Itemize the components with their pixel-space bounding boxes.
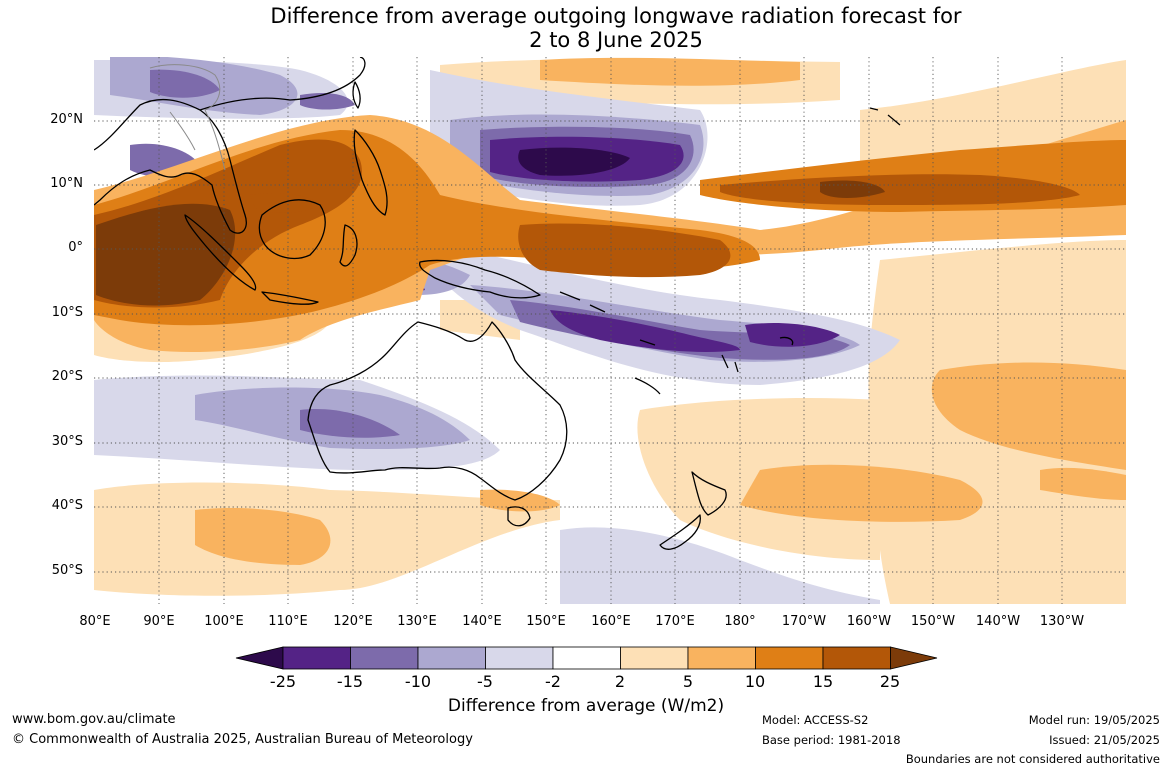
- new-zealand-south-outline: [659, 514, 701, 550]
- java-outline: [261, 291, 319, 305]
- lon-label-110e: 110°E: [268, 614, 308, 629]
- lon-label-170e: 170°E: [655, 614, 695, 629]
- lat-label-20s: 20°S: [51, 369, 83, 384]
- lat-label-30s: 30°S: [51, 434, 83, 449]
- se-asia-outline: [94, 98, 247, 234]
- lon-label-150w: 150°W: [910, 614, 956, 629]
- lon-label-120e: 120°E: [333, 614, 373, 629]
- lon-label-90e: 90°E: [143, 614, 175, 629]
- colorbar-label-2: 2: [614, 672, 626, 691]
- lon-label-100e: 100°E: [204, 614, 244, 629]
- colorbar-lt-minus25: [235, 646, 284, 670]
- base-period-text: Base period: 1981-2018: [762, 733, 901, 747]
- lat-label-40s: 40°S: [51, 498, 83, 513]
- colorbar-label-minus5: -5: [477, 672, 493, 691]
- new-guinea-outline: [419, 259, 541, 299]
- colorbar-15-25: [822, 646, 891, 670]
- sumatra-outline: [184, 214, 257, 291]
- lon-label-130e: 130°E: [397, 614, 437, 629]
- anomaly-field: [94, 57, 1126, 604]
- model-text: Model: ACCESS-S2: [762, 713, 869, 727]
- australia-outline: [307, 321, 568, 501]
- lon-label-150e: 150°E: [526, 614, 566, 629]
- colorbar-10-15: [755, 646, 824, 670]
- philippines-outline: [353, 129, 388, 216]
- lat-label-10s: 10°S: [51, 305, 83, 320]
- colorbar-2-5: [620, 646, 689, 670]
- colorbar-label-minus15: -15: [336, 672, 364, 691]
- colorbar-label-25: 25: [879, 672, 901, 691]
- fiji-outline: [779, 336, 794, 346]
- colorbar-5-10: [687, 646, 756, 670]
- china-coast-outline: [199, 57, 366, 111]
- colorbar-label-minus10: -10: [404, 672, 432, 691]
- new-zealand-north-outline: [691, 471, 727, 516]
- colorbar-label-15: 15: [812, 672, 834, 691]
- new-caledonia-outline: [634, 377, 661, 395]
- colorbar-label-10: 10: [744, 672, 766, 691]
- lat-label-10n: 10°N: [50, 176, 83, 191]
- anomaly-gt-25: [96, 180, 885, 306]
- title-line-1: Difference from average outgoing longwav…: [270, 4, 962, 28]
- vanuatu-outline: [721, 354, 739, 373]
- colorbar-minus25-minus15: [282, 646, 351, 670]
- colorbar: [235, 646, 938, 670]
- map-title: Difference from average outgoing longwav…: [0, 4, 1173, 52]
- lon-label-80e: 80°E: [79, 614, 111, 629]
- colorbar-minus15-minus10: [350, 646, 419, 670]
- website-link[interactable]: www.bom.gov.au/climate: [12, 712, 176, 727]
- hawaii-outline: [869, 107, 901, 126]
- model-run-text: Model run: 19/05/2025: [1028, 713, 1160, 727]
- colorbar-minus2-2: [552, 646, 621, 670]
- lon-label-160e: 160°E: [591, 614, 631, 629]
- lon-label-180: 180°: [724, 614, 756, 629]
- lon-label-140e: 140°E: [462, 614, 502, 629]
- colorbar-minus10-minus5: [417, 646, 486, 670]
- colorbar-label-5: 5: [682, 672, 694, 691]
- disclaimer-text: Boundaries are not considered authoritat…: [905, 752, 1160, 766]
- lon-label-170w: 170°W: [781, 614, 827, 629]
- colorbar-minus5-minus2: [485, 646, 554, 670]
- title-line-2: 2 to 8 June 2025: [529, 28, 703, 52]
- lat-label-0: 0°: [68, 240, 83, 255]
- lon-label-140w: 140°W: [975, 614, 1021, 629]
- lon-label-130w: 130°W: [1039, 614, 1085, 629]
- tasmania-outline: [507, 506, 531, 527]
- colorbar-title: Difference from average (W/m2): [447, 696, 725, 716]
- graticule: [94, 57, 1126, 604]
- lon-label-160w: 160°W: [846, 614, 892, 629]
- colorbar-gt-25: [890, 646, 938, 670]
- colorbar-label-minus2: -2: [545, 672, 561, 691]
- country-boundaries: [149, 64, 226, 171]
- coastlines: [94, 57, 901, 550]
- taiwan-outline: [352, 81, 361, 109]
- lat-label-50s: 50°S: [51, 563, 83, 578]
- colorbar-label-minus25: -25: [269, 672, 297, 691]
- solomon-islands-outline: [559, 291, 656, 346]
- sulawesi-outline: [339, 224, 358, 267]
- borneo-outline: [258, 199, 326, 259]
- copyright-text: © Commonwealth of Australia 2025, Austra…: [12, 732, 473, 747]
- issued-text: Issued: 21/05/2025: [1049, 733, 1160, 747]
- lat-label-20n: 20°N: [50, 112, 83, 127]
